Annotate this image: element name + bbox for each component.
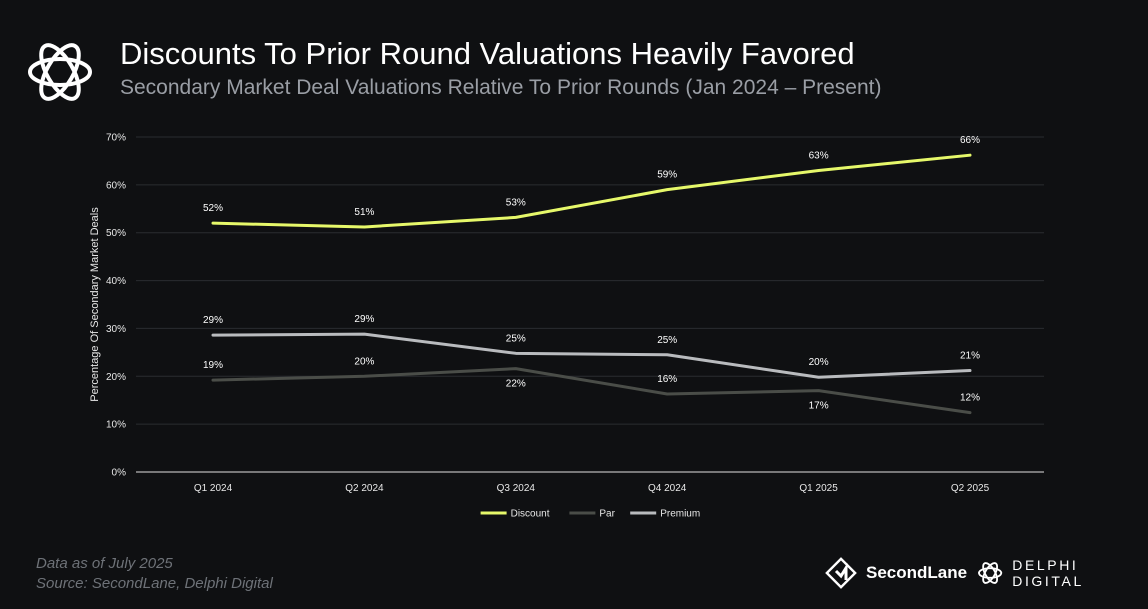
series-layer [211, 153, 972, 415]
delphi-knot-logo-icon [28, 43, 92, 101]
x-tick-label: Q3 2024 [497, 483, 536, 494]
data-note: Data as of July 2025 [36, 555, 173, 572]
secondlane-wordmark: SecondLane [866, 563, 968, 582]
line-chart: 0% 10% 20% 30% 40% 50% 60% 70% Q1 2024 Q2 2024 Q3 … [89, 133, 1044, 520]
legend-label: Par [599, 509, 615, 520]
series-line-premium [211, 332, 972, 379]
y-tick-label: 10% [106, 420, 126, 431]
footnote: Data as of July 2025 Source: SecondLane,… [36, 554, 273, 594]
series-line-par [211, 367, 972, 415]
page-subtitle: Secondary Market Deal Valuations Relativ… [120, 76, 882, 99]
y-tick-label: 30% [106, 324, 126, 335]
delphi-knot-small-icon [978, 562, 1003, 584]
data-label-discount: 59% [657, 170, 677, 181]
data-label-premium: 25% [657, 335, 677, 346]
y-tick-label: 50% [106, 228, 126, 239]
axis-layer: 0% 10% 20% 30% 40% 50% 60% 70% Q1 2024 Q2 2024 Q3 … [89, 133, 1044, 494]
page-title: Discounts To Prior Round Valuations Heav… [120, 36, 855, 71]
x-tick-label: Q1 2024 [194, 483, 233, 494]
y-axis-label: Percentage Of Secondary Market Deals [89, 207, 101, 402]
x-tick-label: Q2 2025 [951, 483, 990, 494]
data-label-premium: 21% [960, 351, 980, 362]
data-label-discount: 53% [506, 197, 526, 208]
legend-item-discount[interactable]: Discount [480, 509, 550, 520]
series-line-discount [211, 153, 972, 229]
data-label-discount: 51% [354, 207, 374, 218]
data-label-par: 12% [960, 393, 980, 404]
x-tick-label: Q4 2024 [648, 483, 687, 494]
delphi-wordmark: DELPHI DIGITAL [1012, 557, 1084, 589]
data-label-premium: 20% [809, 357, 829, 368]
data-label-par: 16% [657, 374, 677, 385]
legend-label: Premium [660, 509, 700, 520]
secondlane-brand: SecondLane [824, 556, 967, 590]
data-label-discount: 66% [960, 135, 980, 146]
data-label-discount: 63% [809, 151, 829, 162]
delphi-brand: DELPHI DIGITAL [976, 556, 1148, 590]
legend-layer: Discount Par Premium [480, 509, 700, 520]
secondlane-diamond-logo-icon [825, 557, 857, 589]
x-tick-label: Q2 2024 [345, 483, 384, 494]
y-tick-label: 70% [106, 133, 126, 144]
data-label-par: 19% [203, 360, 223, 371]
data-label-discount: 52% [203, 203, 223, 214]
y-tick-label: 60% [106, 180, 126, 191]
y-tick-label: 40% [106, 276, 126, 287]
data-label-premium: 25% [506, 333, 526, 344]
legend-item-par[interactable]: Par [569, 509, 616, 520]
y-tick-label: 20% [106, 372, 126, 383]
data-label-par: 20% [354, 356, 374, 367]
data-label-par: 17% [809, 401, 829, 412]
legend-label: Discount [511, 509, 550, 520]
data-label-premium: 29% [203, 315, 223, 326]
data-label-par: 22% [506, 379, 526, 390]
grid-layer [136, 136, 1044, 425]
label-layer: 52% 51% 53% 59% 63% 66% 19% 20% 22% 16% 17% 12% 29% 2… [203, 135, 980, 411]
x-tick-label: Q1 2025 [799, 483, 838, 494]
source-note: Source: SecondLane, Delphi Digital [36, 575, 273, 592]
y-tick-label: 0% [112, 468, 127, 479]
data-label-premium: 29% [354, 314, 374, 325]
legend-item-premium[interactable]: Premium [630, 509, 700, 520]
